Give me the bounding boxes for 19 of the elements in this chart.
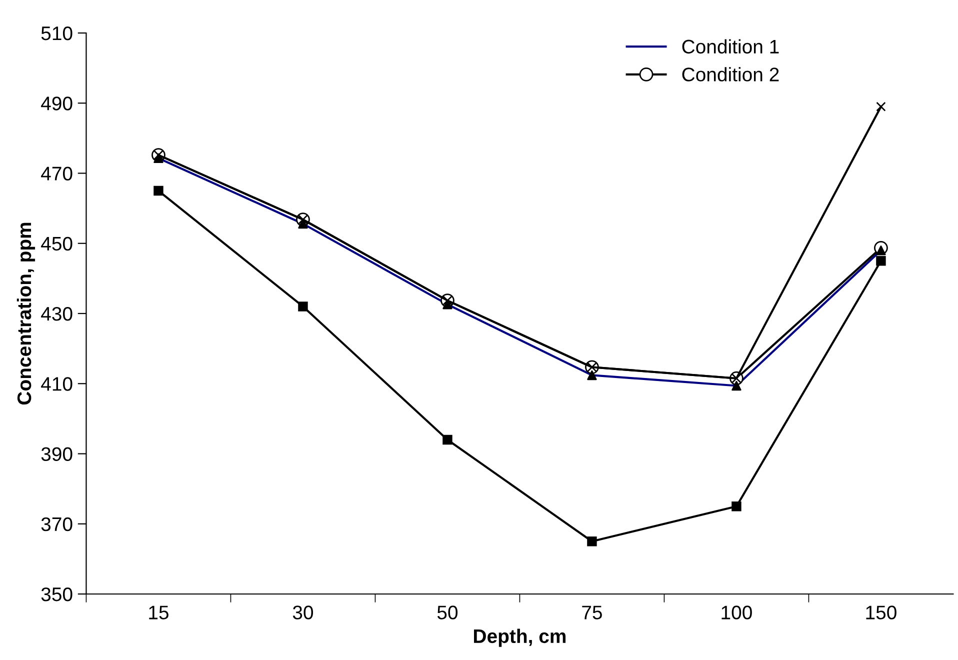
x-axis-title: Depth, cm	[474, 628, 566, 647]
y-tick-label: 370	[41, 517, 72, 532]
y-tick-label: 390	[41, 447, 72, 461]
x-tick-label: 30	[292, 606, 314, 620]
x-tick-label: 150	[866, 606, 896, 620]
x-tick-label: 50	[437, 606, 458, 620]
y-tick-label: 350	[41, 587, 72, 602]
y-tick-label: 410	[41, 377, 72, 391]
y-tick-label: 450	[41, 236, 72, 251]
y-tick-label: 430	[41, 306, 72, 321]
x-tick-label: 100	[722, 606, 752, 620]
y-tick-label: 510	[41, 26, 72, 40]
legend-label: Condition 1	[682, 39, 779, 54]
x-tick-label: 75	[582, 606, 602, 620]
y-tick-label: 470	[41, 166, 72, 180]
legend-label: Condition 2	[682, 67, 779, 82]
y-axis-title: Concentration, ppm	[16, 222, 36, 405]
x-tick-label: 15	[149, 606, 168, 620]
y-tick-label: 490	[41, 96, 72, 110]
